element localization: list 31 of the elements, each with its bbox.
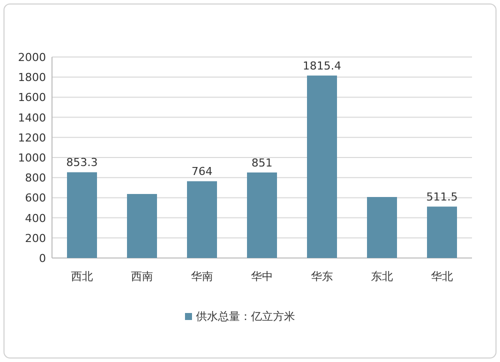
x-tick-label: 东北 [371,270,393,283]
y-tick-label: 1400 [18,111,46,124]
y-tick-label: 1000 [18,152,46,164]
x-tick-label: 西北 [71,270,93,283]
x-tick-label: 华北 [431,270,453,283]
data-label: 851 [252,156,272,170]
y-tick-label: 1200 [18,131,46,144]
y-tick-label: 1600 [18,91,46,104]
x-tick-label: 华东 [311,270,333,283]
legend-label: 供水总量：亿立方米 [196,310,295,323]
x-tick-label: 华中 [251,270,273,283]
x-tick-label: 华南 [191,270,213,283]
bar [427,206,457,258]
y-tick-label: 400 [25,212,46,225]
data-label: 764 [192,165,212,178]
y-tick-label: 2000 [18,51,46,64]
bar [67,172,97,258]
data-label: 1815.4 [302,60,342,73]
x-tick-label: 西南 [131,270,153,283]
y-tick-label: 800 [25,172,46,185]
y-tick-label: 0 [39,252,46,265]
bar [127,194,157,258]
y-tick-label: 200 [25,232,46,245]
bar [247,172,277,258]
data-label: 511.5 [426,190,458,204]
y-tick-label: 600 [25,192,46,205]
bar [367,196,397,258]
bar [187,181,217,258]
y-tick-label: 1800 [18,71,46,84]
bar [307,76,337,258]
data-label: 853.3 [66,156,98,170]
